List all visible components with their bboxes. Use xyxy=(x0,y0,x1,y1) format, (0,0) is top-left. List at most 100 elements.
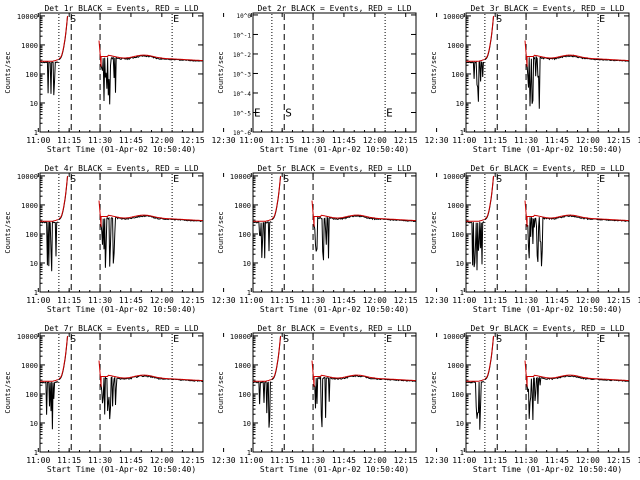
x-tick-label: 11:30 xyxy=(514,456,538,465)
chart-title: Det 1r BLACK = Events, RED = LLD xyxy=(44,4,198,13)
x-tick-label: 12:00 xyxy=(150,456,174,465)
x-tick-label: 11:00 xyxy=(452,136,476,145)
lld-series-line xyxy=(58,15,68,60)
x-axis-label: Start Time (01-Apr-02 10:50:40) xyxy=(473,465,622,474)
event-marker: S xyxy=(70,14,76,25)
x-tick-label: 12:30 xyxy=(425,296,449,305)
y-tick-label: 10^-2 xyxy=(233,52,251,59)
events-series-line xyxy=(313,374,416,428)
y-tick-label: 100 xyxy=(25,231,38,239)
events-series-line xyxy=(526,375,630,421)
chart-panel-3: Det 3r BLACK = Events, RED = LLD 11:00 11:… xyxy=(430,4,640,154)
x-tick-label: 12:30 xyxy=(425,456,449,465)
chart-panel-4: Det 4r BLACK = Events, RED = LLD 11:00 11:… xyxy=(4,164,236,314)
chart-panel-6: Det 6r BLACK = Events, RED = LLD 11:00 11:… xyxy=(430,164,640,314)
lld-series-line xyxy=(484,15,494,60)
chart-title: Det 5r BLACK = Events, RED = LLD xyxy=(257,164,411,173)
x-tick-label: 11:15 xyxy=(483,456,507,465)
y-tick-label: 10^0 xyxy=(237,13,252,20)
events-series-line xyxy=(465,60,485,102)
event-marker: E xyxy=(599,14,605,25)
y-tick-label: 1000 xyxy=(447,42,464,50)
lld-series-line xyxy=(98,200,203,227)
events-series-line xyxy=(484,176,494,220)
x-tick-label: 11:45 xyxy=(545,456,569,465)
y-tick-label: 10 xyxy=(243,420,251,428)
lld-series-line xyxy=(271,175,281,220)
x-tick-label: 12:30 xyxy=(212,136,236,145)
lld-series-line xyxy=(98,40,203,67)
events-series-line xyxy=(39,221,59,272)
x-axis-label: Start Time (01-Apr-02 10:50:40) xyxy=(473,145,622,154)
lld-series-line xyxy=(58,175,68,220)
x-tick-label: 12:30 xyxy=(638,296,640,305)
events-series-line xyxy=(526,214,630,267)
x-tick-label: 12:15 xyxy=(181,456,205,465)
y-tick-label: 10^-4 xyxy=(233,91,251,98)
event-marker: E xyxy=(173,174,179,185)
plot-frame xyxy=(39,12,204,133)
y-axis-label: Counts/sec xyxy=(4,51,12,93)
x-tick-label: 12:15 xyxy=(181,136,205,145)
events-series-line xyxy=(313,214,416,261)
plot-frame xyxy=(39,172,204,293)
x-tick-label: 11:45 xyxy=(119,136,143,145)
chart-title: Det 9r BLACK = Events, RED = LLD xyxy=(470,324,624,333)
events-series-line xyxy=(58,16,68,60)
y-tick-label: 100 xyxy=(451,231,464,239)
x-tick-label: 11:30 xyxy=(301,296,325,305)
x-tick-label: 11:45 xyxy=(119,296,143,305)
x-tick-label: 12:15 xyxy=(607,456,631,465)
events-series-line xyxy=(271,336,281,380)
chart-title: Det 4r BLACK = Events, RED = LLD xyxy=(44,164,198,173)
event-marker: S xyxy=(283,174,289,185)
y-tick-label: 1 xyxy=(34,289,38,297)
y-tick-label: 10^-1 xyxy=(233,32,251,39)
y-tick-label: 10 xyxy=(456,100,464,108)
lld-series-line xyxy=(311,200,416,227)
y-tick-label: 1 xyxy=(460,289,464,297)
events-series-line xyxy=(58,336,68,380)
lld-series-line xyxy=(58,335,68,380)
y-tick-label: 100 xyxy=(25,71,38,79)
x-tick-label: 12:15 xyxy=(394,456,418,465)
x-axis-label: Start Time (01-Apr-02 10:50:40) xyxy=(47,465,196,474)
y-tick-label: 100 xyxy=(451,71,464,79)
events-series-line xyxy=(100,214,203,268)
events-series-line xyxy=(484,16,494,60)
x-tick-label: 12:00 xyxy=(150,296,174,305)
x-tick-label: 11:00 xyxy=(239,456,263,465)
event-marker: E xyxy=(254,106,261,119)
y-tick-label: 10000 xyxy=(443,173,464,181)
lld-series-line xyxy=(484,175,494,220)
event-marker: S xyxy=(496,334,502,345)
event-marker: E xyxy=(386,174,392,185)
y-tick-label: 10 xyxy=(456,260,464,268)
chart-panel-8: Det 8r BLACK = Events, RED = LLD 11:00 11:… xyxy=(217,324,449,474)
x-axis-label: Start Time (01-Apr-02 10:50:40) xyxy=(473,305,622,314)
x-tick-label: 11:00 xyxy=(239,136,263,145)
y-tick-label: 1000 xyxy=(21,42,38,50)
y-axis-label: Counts/sec xyxy=(4,211,12,253)
y-axis-label: Counts/sec xyxy=(430,51,438,93)
x-tick-label: 11:45 xyxy=(332,456,356,465)
x-tick-label: 11:00 xyxy=(26,136,50,145)
events-series-line xyxy=(100,374,203,420)
x-tick-label: 12:00 xyxy=(150,136,174,145)
y-tick-label: 1000 xyxy=(21,202,38,210)
events-series-line xyxy=(39,60,59,96)
lld-series-line xyxy=(466,219,485,222)
lld-series-line xyxy=(524,40,629,67)
y-tick-label: 10^-3 xyxy=(233,71,251,78)
chart-title: Det 7r BLACK = Events, RED = LLD xyxy=(44,324,198,333)
x-tick-label: 11:00 xyxy=(452,456,476,465)
y-tick-label: 10000 xyxy=(443,13,464,21)
x-tick-label: 11:15 xyxy=(483,296,507,305)
x-tick-label: 12:00 xyxy=(576,136,600,145)
y-tick-label: 10000 xyxy=(230,173,251,181)
y-tick-label: 10 xyxy=(243,260,251,268)
event-marker: E xyxy=(599,334,605,345)
x-tick-label: 12:15 xyxy=(394,296,418,305)
x-tick-label: 11:00 xyxy=(26,456,50,465)
x-tick-label: 11:30 xyxy=(88,456,112,465)
